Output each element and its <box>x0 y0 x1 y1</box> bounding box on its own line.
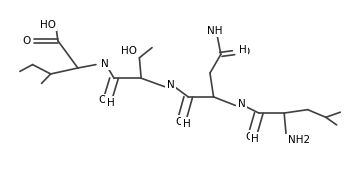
Text: O: O <box>22 36 30 46</box>
Text: HO: HO <box>121 46 136 56</box>
Text: N: N <box>238 99 246 109</box>
Text: H: H <box>182 119 190 129</box>
Text: H: H <box>251 134 259 143</box>
Text: NH: NH <box>207 26 222 36</box>
Text: HO: HO <box>40 20 56 30</box>
Text: O: O <box>245 132 253 141</box>
Text: O: O <box>175 117 183 126</box>
Text: H: H <box>106 98 114 108</box>
Text: NH2: NH2 <box>288 135 310 145</box>
Text: N: N <box>167 80 174 90</box>
Text: H: H <box>239 45 247 55</box>
Text: O: O <box>242 47 250 57</box>
Text: N: N <box>101 59 109 69</box>
Text: O: O <box>98 95 106 105</box>
